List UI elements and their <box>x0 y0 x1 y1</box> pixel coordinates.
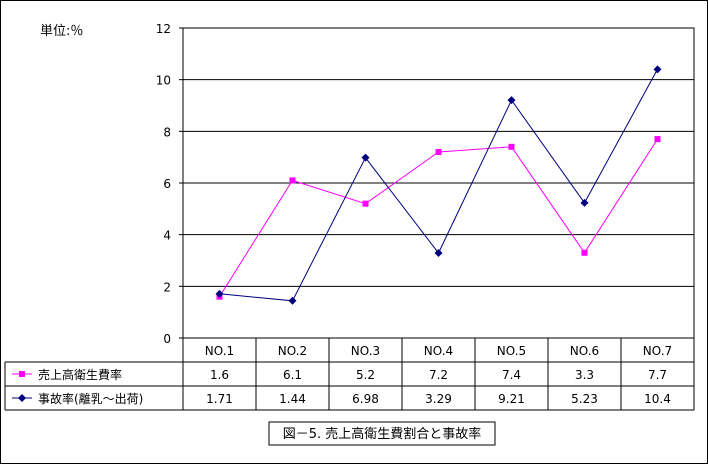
data-label: 6.98 <box>352 392 379 406</box>
data-label: 10.4 <box>644 392 671 406</box>
series-1-point <box>508 143 515 150</box>
series-1-point <box>435 149 442 155</box>
series-1-point <box>581 249 588 256</box>
series-2-point <box>653 65 662 74</box>
category-label: NO.7 <box>643 344 672 358</box>
data-label: 5.23 <box>571 392 598 406</box>
y-tick-label: 12 <box>156 22 171 36</box>
data-label: 7.7 <box>648 368 667 382</box>
legend-marker <box>18 394 26 402</box>
data-label: 1.44 <box>279 392 306 406</box>
data-label: 3.3 <box>575 368 594 382</box>
figure-caption: 図－5. 売上高衛生費割合と事故率 <box>283 426 482 442</box>
caption-border <box>268 421 496 446</box>
y-tick-label: 4 <box>163 229 171 243</box>
category-label: NO.3 <box>351 344 380 358</box>
data-label: 1.71 <box>206 392 233 406</box>
data-label: 3.29 <box>425 392 452 406</box>
series-2-point <box>580 198 589 207</box>
series-1-point <box>362 200 369 207</box>
legend-series-name: 事故率(離乳～出荷) <box>38 391 143 406</box>
category-label: NO.2 <box>278 344 307 358</box>
data-label: 5.2 <box>356 368 375 382</box>
series-markers <box>215 65 662 305</box>
data-label: 9.21 <box>498 392 525 406</box>
series-2-point <box>434 249 443 258</box>
y-tick-label: 2 <box>163 280 171 294</box>
legend-marker <box>19 371 25 377</box>
category-label: NO.6 <box>570 344 599 358</box>
series-2-point <box>507 96 516 105</box>
data-label: 1.6 <box>210 368 229 382</box>
data-label: 7.2 <box>429 368 448 382</box>
plot-area: 0 2 4 6 8 10 12 <box>156 22 695 346</box>
y-tick-label: 0 <box>163 332 171 346</box>
series-1-point <box>654 136 661 143</box>
series-2-point <box>215 289 224 298</box>
category-label: NO.5 <box>497 344 526 358</box>
unit-label: 単位:％ <box>40 23 83 39</box>
y-tick-label: 6 <box>163 177 171 191</box>
category-label: NO.1 <box>205 344 234 358</box>
series-2-point <box>288 296 297 305</box>
legend-series-name: 売上高衛生費率 <box>38 367 122 382</box>
data-table: NO.1 NO.2 NO.3 NO.4 NO.5 NO.6 NO.7 売上高衛生費率 1.6 6.… <box>4 337 695 411</box>
caption-box: 図－5. 売上高衛生費割合と事故率 <box>268 421 496 446</box>
data-label: 7.4 <box>502 368 521 382</box>
y-axis-ticks: 0 2 4 6 8 10 12 <box>156 22 183 346</box>
series-2-point <box>361 153 370 162</box>
data-label: 6.1 <box>283 368 302 382</box>
y-tick-label: 10 <box>156 74 171 88</box>
category-label: NO.4 <box>424 344 453 358</box>
series-1-point <box>289 177 296 184</box>
gridlines <box>183 79 694 287</box>
y-tick-label: 8 <box>163 125 171 139</box>
